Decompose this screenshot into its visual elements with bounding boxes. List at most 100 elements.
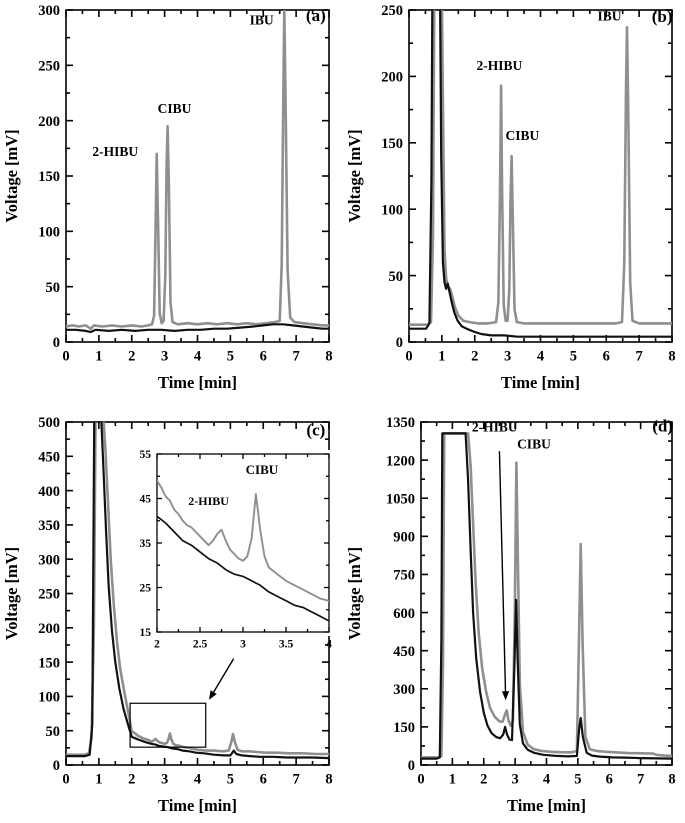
y-tick-label: 300 <box>38 3 60 19</box>
peak-label-cibu: CIBU <box>506 128 540 143</box>
x-tick-label: 3 <box>504 349 511 365</box>
x-tick-label: 7 <box>293 772 300 788</box>
y-tick-label: 25 <box>140 583 152 595</box>
x-tick-label: 4 <box>326 639 332 651</box>
y-tick-label: 100 <box>38 225 60 241</box>
trace-gray-trace <box>421 432 672 759</box>
peak-label-2hibu: 2-HIBU <box>472 420 518 435</box>
chromatogram-panel-b: 0 1 2 3 4 5 6 7 8 0 50 100 150 200 250 Voltage [mV] Time… <box>345 3 676 392</box>
x-tick-label: 3 <box>161 349 168 365</box>
trace-gray-trace <box>157 479 329 602</box>
trace-black-trace <box>421 432 672 760</box>
y-tick-label: 350 <box>38 518 60 534</box>
peak-label-cibu: CIBU <box>158 101 192 116</box>
y-tick-label: 1050 <box>386 491 415 507</box>
y-tick-label: 750 <box>393 568 415 584</box>
x-tick-label: 8 <box>668 772 675 788</box>
trace-black-trace <box>409 10 672 338</box>
x-tick-label: 7 <box>636 349 643 365</box>
peak-label-2hibu: 2-HIBU <box>477 58 523 73</box>
trace-gray-trace <box>409 10 672 326</box>
x-tick-label: 2 <box>154 639 160 651</box>
y-tick-label: 150 <box>393 720 415 736</box>
x-tick-label: 5 <box>227 349 234 365</box>
y-tick-label: 900 <box>393 530 415 546</box>
x-tick-label: 2 <box>128 349 135 365</box>
y-tick-label: 300 <box>393 682 415 698</box>
x-axis-title: Time [min] <box>507 796 586 815</box>
y-axis-title: Voltage [mV] <box>2 547 21 640</box>
y-tick-label: 15 <box>140 627 152 639</box>
y-tick-label: 100 <box>381 202 403 218</box>
x-tick-label: 3 <box>240 639 246 651</box>
panel-label: (c) <box>306 421 325 440</box>
y-tick-label: 0 <box>396 335 403 351</box>
panel-group-c: 0 1 2 3 4 5 6 7 8050100150200250300350400450500V… <box>2 415 333 815</box>
x-tick-label: 5 <box>574 772 581 788</box>
y-tick-label: 0 <box>408 758 415 774</box>
x-tick-label: 7 <box>293 349 300 365</box>
peak-label-cibu: CIBU <box>246 462 279 477</box>
y-tick-label: 1350 <box>386 415 415 431</box>
chromatogram-panel-a: 0 1 2 3 4 5 6 7 8 0 50 100 150 200 250 300 Voltage [mV] T… <box>2 3 333 392</box>
y-axis-title: Voltage [mV] <box>345 129 364 222</box>
y-tick-label: 150 <box>381 136 403 152</box>
y-tick-label: 45 <box>140 494 152 506</box>
zoom-region-rect <box>129 702 207 748</box>
trace-black-trace <box>66 323 329 334</box>
zoom-arrow-line <box>213 658 235 693</box>
y-tick-label: 100 <box>38 690 60 706</box>
peak-arrow-2hibu-head <box>501 691 510 701</box>
x-tick-label: 3 <box>161 772 168 788</box>
y-tick-label: 600 <box>393 606 415 622</box>
x-tick-label: 3.5 <box>279 639 294 651</box>
x-tick-label: 7 <box>637 772 644 788</box>
y-tick-label: 50 <box>389 269 404 285</box>
peak-label-ibu: IBU <box>598 9 622 24</box>
peak-label-ibu: IBU <box>250 12 274 27</box>
y-tick-label: 200 <box>381 70 403 86</box>
y-tick-label: 250 <box>38 587 60 603</box>
x-tick-label: 2 <box>128 772 135 788</box>
peak-label-cibu: CIBU <box>517 437 551 452</box>
x-tick-label: 8 <box>668 349 675 365</box>
trace-gray-trace <box>66 10 329 330</box>
x-tick-label: 6 <box>260 349 267 365</box>
x-tick-label: 3 <box>512 772 519 788</box>
x-tick-label: 0 <box>417 772 424 788</box>
x-axis-title: Time [min] <box>158 373 237 392</box>
trace-gray-trace <box>66 422 329 756</box>
y-tick-label: 1200 <box>386 453 415 469</box>
y-tick-label: 50 <box>46 724 61 740</box>
y-tick-label: 250 <box>381 3 403 19</box>
panel-group-b: 0 1 2 3 4 5 6 7 8 0 50 100 150 200 250 Voltage [mV] Time… <box>345 3 676 392</box>
x-axis-title: Time [min] <box>501 373 580 392</box>
x-tick-label: 8 <box>325 349 332 365</box>
x-tick-label: 2.5 <box>193 639 208 651</box>
y-tick-label: 150 <box>38 169 60 185</box>
x-tick-label: 6 <box>606 772 613 788</box>
chromatogram-panel-c: 0 1 2 3 4 5 6 7 8050100150200250300350400450500V… <box>2 415 333 815</box>
inset-background <box>153 450 333 636</box>
x-tick-label: 2 <box>471 349 478 365</box>
x-tick-label: 1 <box>438 349 445 365</box>
plot-frame <box>420 421 673 766</box>
y-tick-label: 300 <box>38 552 60 568</box>
y-tick-label: 50 <box>46 280 61 296</box>
x-tick-label: 5 <box>227 772 234 788</box>
x-tick-label: 0 <box>62 349 69 365</box>
x-tick-label: 0 <box>405 349 412 365</box>
y-tick-label: 450 <box>38 450 60 466</box>
y-tick-label: 0 <box>53 758 60 774</box>
y-tick-label: 200 <box>38 621 60 637</box>
y-tick-label: 500 <box>38 415 60 431</box>
y-axis-title: Voltage [mV] <box>2 129 21 222</box>
peak-arrow-2hibu-line <box>498 451 507 692</box>
x-tick-label: 5 <box>570 349 577 365</box>
x-tick-label: 4 <box>194 772 201 788</box>
trace-black-trace <box>157 515 329 622</box>
zoom-arrow-head <box>209 690 217 700</box>
panel-label: (a) <box>306 6 326 25</box>
panel-label: (b) <box>652 7 673 26</box>
